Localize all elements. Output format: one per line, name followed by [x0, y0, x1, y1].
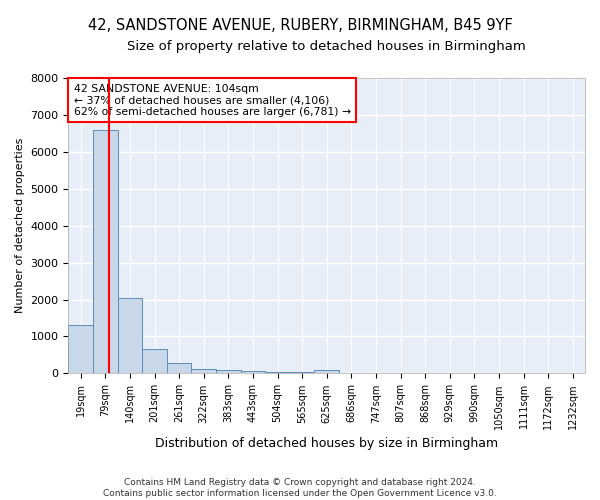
Y-axis label: Number of detached properties: Number of detached properties: [15, 138, 25, 314]
Bar: [191, 368, 216, 374]
Text: 42 SANDSTONE AVENUE: 104sqm
← 37% of detached houses are smaller (4,106)
62% of : 42 SANDSTONE AVENUE: 104sqm ← 37% of det…: [74, 84, 350, 117]
X-axis label: Distribution of detached houses by size in Birmingham: Distribution of detached houses by size …: [155, 437, 498, 450]
Bar: [142, 350, 167, 374]
Bar: [216, 370, 241, 374]
Title: Size of property relative to detached houses in Birmingham: Size of property relative to detached ho…: [127, 40, 526, 53]
Bar: [93, 130, 118, 374]
Bar: [118, 298, 142, 374]
Bar: [314, 370, 339, 374]
Bar: [68, 326, 93, 374]
Text: Contains HM Land Registry data © Crown copyright and database right 2024.
Contai: Contains HM Land Registry data © Crown c…: [103, 478, 497, 498]
Bar: [241, 371, 265, 374]
Text: 42, SANDSTONE AVENUE, RUBERY, BIRMINGHAM, B45 9YF: 42, SANDSTONE AVENUE, RUBERY, BIRMINGHAM…: [88, 18, 512, 32]
Bar: [290, 372, 314, 374]
Bar: [167, 362, 191, 374]
Bar: [265, 372, 290, 374]
